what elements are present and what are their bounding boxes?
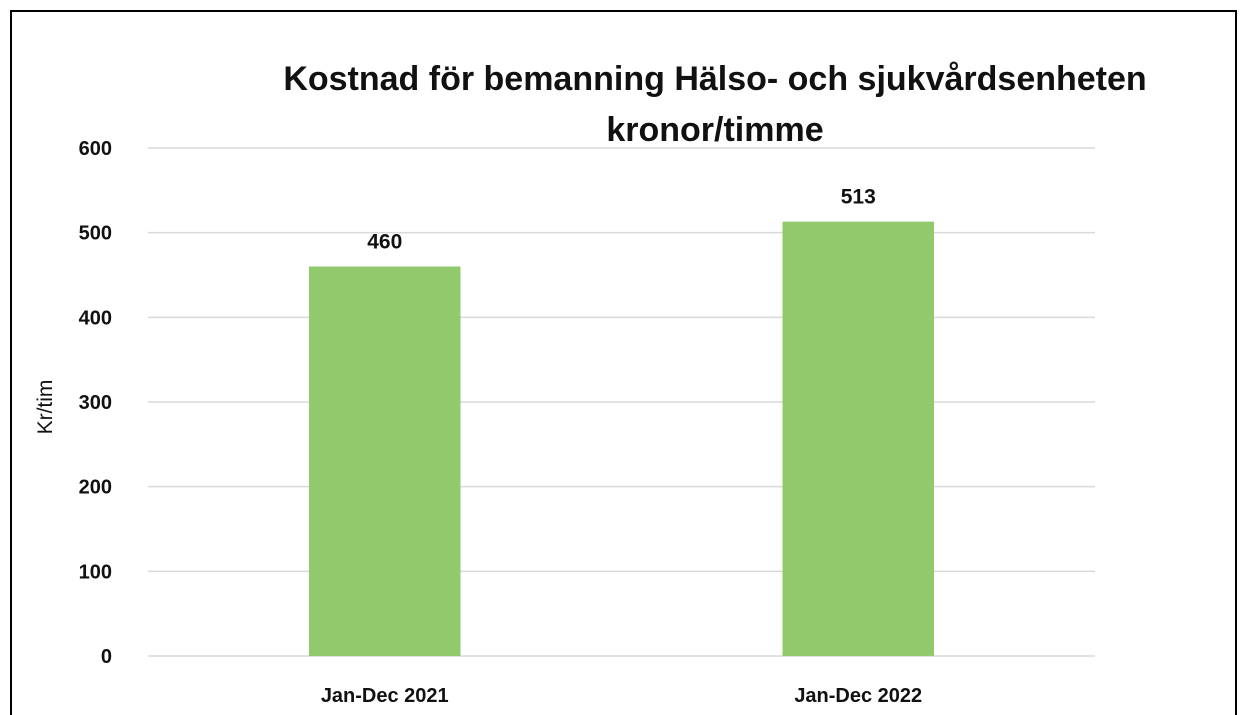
y-tick-label-0: 0 — [101, 646, 112, 668]
x-category-label-1: Jan-Dec 2022 — [794, 685, 922, 707]
chart-title-line-1: Kostnad för bemanning Hälso- och sjukvår… — [283, 60, 1146, 98]
y-tick-label-4: 400 — [79, 307, 112, 329]
bar-1 — [782, 221, 935, 656]
y-tick-label-3: 300 — [79, 392, 112, 414]
y-tick-label-2: 200 — [79, 477, 112, 499]
chart-frame — [10, 10, 1237, 715]
y-tick-label-1: 100 — [79, 561, 112, 583]
chart-title-line-2: kronor/timme — [606, 111, 823, 149]
y-axis-label: Kr/tim — [34, 380, 57, 435]
y-tick-label-5: 500 — [79, 223, 112, 245]
data-label-1: 513 — [841, 186, 876, 209]
x-category-label-0: Jan-Dec 2021 — [321, 685, 449, 707]
bar-0 — [308, 266, 461, 656]
y-tick-label-6: 600 — [79, 138, 112, 160]
data-label-0: 460 — [367, 231, 402, 254]
